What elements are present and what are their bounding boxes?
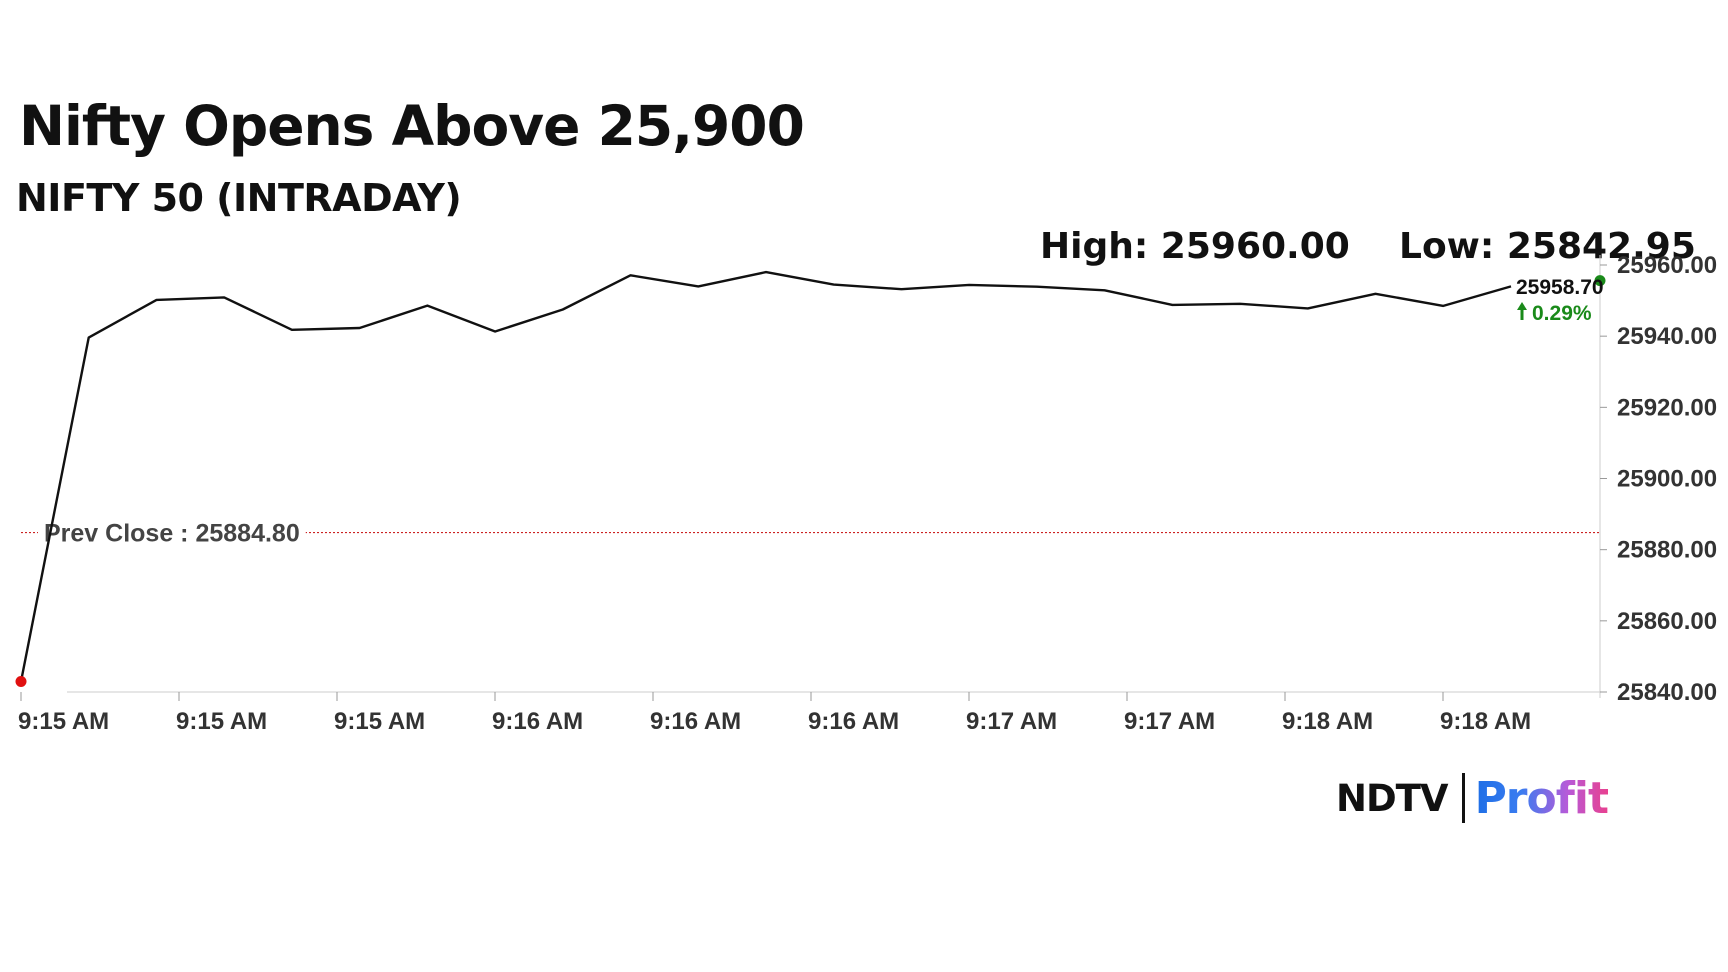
data-point (1306, 306, 1310, 310)
chart-subtitle: NIFTY 50 (INTRADAY) (16, 176, 462, 220)
data-point (764, 270, 768, 274)
x-tick-label: 9:17 AM (1124, 708, 1215, 735)
y-tick-label: 25940.00 (1617, 323, 1717, 350)
y-tick-label: 25860.00 (1617, 608, 1717, 635)
data-point (561, 307, 565, 311)
data-point (290, 328, 294, 332)
logo-brand: NDTV (1336, 776, 1449, 820)
high-stat: High: 25960.00 (1040, 226, 1350, 267)
y-tick-label: 25840.00 (1617, 679, 1717, 706)
data-point (696, 284, 700, 288)
low-stat: Low: 25842.95 (1399, 226, 1696, 267)
x-tick-label: 9:17 AM (966, 708, 1057, 735)
data-point (1170, 303, 1174, 307)
data-point (358, 326, 362, 330)
data-point (1374, 292, 1378, 296)
x-tick-label: 9:15 AM (18, 708, 109, 735)
x-tick-label: 9:16 AM (650, 708, 741, 735)
data-point (1509, 284, 1513, 288)
y-axis: 25840.00 25860.00 25880.00 25900.00 25920.00… (1599, 252, 1717, 706)
data-point (832, 283, 836, 287)
x-tick-label: 9:16 AM (492, 708, 583, 735)
end-marker (1594, 275, 1606, 287)
data-point (967, 283, 971, 287)
last-price-label: 25958.70 (1516, 276, 1604, 299)
y-tick-label: 25900.00 (1617, 466, 1717, 493)
data-point (629, 273, 633, 277)
ndtv-profit-logo: NDTV Profit (1336, 770, 1609, 826)
up-arrow-icon (1517, 302, 1527, 320)
change-percent-label: 0.29% (1532, 302, 1592, 325)
start-marker (15, 676, 27, 688)
data-point (493, 330, 497, 334)
data-point (1103, 288, 1107, 292)
data-point (1035, 285, 1039, 289)
x-tick-label: 9:15 AM (334, 708, 425, 735)
y-tick-label: 25880.00 (1617, 537, 1717, 564)
data-point (425, 304, 429, 308)
data-point (154, 298, 158, 302)
x-tick-label: 9:16 AM (808, 708, 899, 735)
data-point (1238, 302, 1242, 306)
data-point (899, 287, 903, 291)
prev-close-label-background (38, 517, 306, 550)
x-tick-label: 9:18 AM (1440, 708, 1531, 735)
series-line (19, 270, 1512, 682)
data-point (222, 295, 226, 299)
change-indicator: 0.29% (1517, 302, 1592, 325)
data-point (1441, 304, 1445, 308)
prev-close-label: Prev Close : 25884.80 (44, 520, 300, 548)
data-points (19, 270, 1513, 683)
logo-product: Profit (1474, 772, 1609, 824)
x-tick-label: 9:15 AM (176, 708, 267, 735)
logo-divider (1461, 773, 1465, 823)
x-tick-label: 9:18 AM (1282, 708, 1373, 735)
data-point (87, 336, 91, 340)
y-tick-label: 25960.00 (1617, 252, 1717, 279)
chart-title: Nifty Opens Above 25,900 (19, 94, 805, 158)
y-tick-label: 25920.00 (1617, 394, 1717, 421)
x-axis: 9:15 AM 9:15 AM 9:15 AM 9:16 AM 9:16 AM 9:16 … (18, 691, 1600, 735)
